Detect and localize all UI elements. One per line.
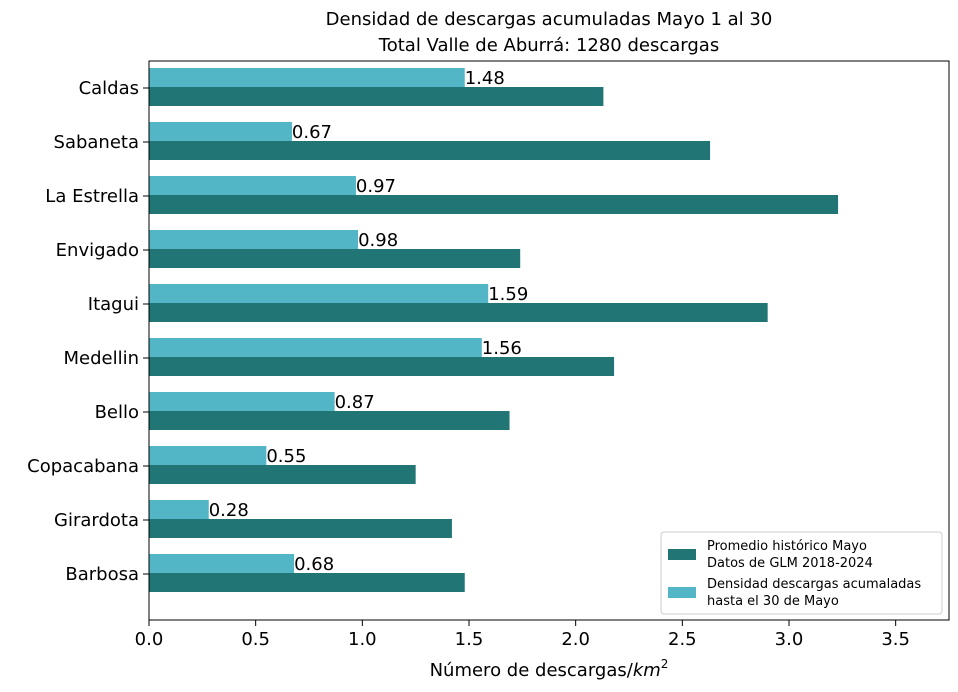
bar-value-label: 0.97: [356, 176, 396, 197]
bar-accumulated: [149, 554, 295, 573]
x-tick-label: 1.5: [455, 629, 484, 650]
y-tick-label: Barbosa: [65, 564, 139, 585]
legend-label-accumulated-line1: Densidad descargas acumaladas: [707, 577, 921, 592]
legend: Promedio histórico Mayo Datos de GLM 201…: [660, 531, 943, 615]
y-tick-label: Sabaneta: [54, 132, 139, 153]
chart-title-line1: Densidad de descargas acumuladas Mayo 1 …: [326, 9, 773, 30]
bars-group: [149, 68, 839, 592]
bar-historical: [149, 465, 416, 484]
legend-frame: [660, 531, 943, 615]
bar-historical: [149, 141, 711, 160]
bar-historical: [149, 87, 604, 106]
bar-accumulated: [149, 392, 335, 411]
y-tick-label: Copacabana: [27, 456, 139, 477]
x-tick-label: 3.0: [775, 629, 804, 650]
bar-accumulated: [149, 68, 465, 87]
bar-accumulated: [149, 446, 267, 465]
bar-accumulated: [149, 230, 359, 249]
x-tick-label: 0.0: [135, 629, 164, 650]
bar-value-label: 0.55: [266, 446, 306, 467]
bar-value-label: 0.28: [209, 500, 249, 521]
bar-accumulated: [149, 338, 482, 357]
bar-historical: [149, 249, 521, 268]
x-axis-label-text: Número de descargas/: [430, 660, 634, 681]
y-tick-label: La Estrella: [45, 186, 139, 207]
x-axis-label-exponent: 2: [661, 657, 669, 671]
legend-swatch-accumulated: [668, 587, 696, 598]
legend-swatch-historical: [668, 549, 696, 560]
y-tick-label: Itagui: [88, 294, 139, 315]
legend-label-historical-line2: Datos de GLM 2018-2024: [707, 556, 873, 571]
y-axis: Barbosa Girardota Copacabana Bello Medellin I…: [27, 78, 149, 585]
bar-historical: [149, 411, 510, 430]
x-axis-label: Número de descargas/km2: [430, 657, 669, 681]
plot-frame: [148, 60, 950, 621]
bar-historical: [149, 573, 465, 592]
bar-value-label: 0.67: [292, 122, 332, 143]
bar-value-label: 0.87: [335, 392, 375, 413]
value-labels-group: 0.68 0.28 0.55 0.87 1.56 1.59 0.98 0.97 0.67 1.48: [209, 68, 529, 575]
x-axis: 0.0 0.5 1.0 1.5 2.0 2.5 3.0 3.5: [135, 620, 910, 650]
x-tick-label: 0.5: [241, 629, 270, 650]
bar-value-label: 0.98: [358, 230, 398, 251]
y-tick-label: Envigado: [56, 240, 139, 261]
y-tick-label: Medellin: [63, 348, 139, 369]
x-axis-label-unit: km: [633, 660, 661, 681]
bar-value-label: 1.48: [465, 68, 505, 89]
bar-historical: [149, 519, 452, 538]
y-tick-label: Girardota: [54, 510, 139, 531]
bar-value-label: 1.56: [482, 338, 522, 359]
x-tick-label: 1.0: [348, 629, 377, 650]
bar-accumulated: [149, 176, 356, 195]
x-tick-label: 2.5: [668, 629, 697, 650]
bar-accumulated: [149, 122, 292, 141]
x-tick-label: 2.0: [561, 629, 590, 650]
x-tick-label: 3.5: [881, 629, 910, 650]
bar-historical: [149, 195, 839, 214]
bar-accumulated: [149, 284, 489, 303]
bar-accumulated: [149, 500, 209, 519]
legend-label-historical-line1: Promedio histórico Mayo: [707, 539, 867, 554]
legend-label-accumulated-line2: hasta el 30 de Mayo: [707, 594, 839, 609]
chart-title-line2: Total Valle de Aburrá: 1280 descargas: [378, 35, 719, 56]
bar-value-label: 1.59: [488, 284, 528, 305]
y-tick-label: Caldas: [79, 78, 139, 99]
y-tick-label: Bello: [95, 402, 139, 423]
bar-historical: [149, 303, 768, 322]
bar-historical: [149, 357, 615, 376]
bar-value-label: 0.68: [294, 554, 334, 575]
